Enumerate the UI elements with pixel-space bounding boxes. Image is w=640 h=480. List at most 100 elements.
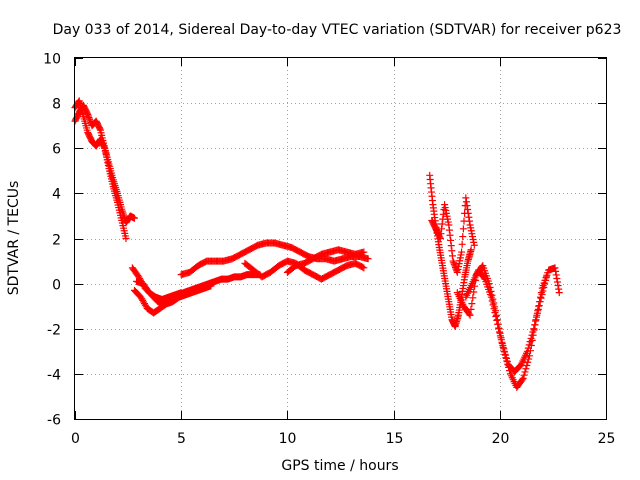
data-point: [487, 287, 495, 295]
x-tick-label: 0: [71, 431, 80, 447]
data-point: [491, 303, 499, 311]
data-point: [523, 361, 531, 369]
data-point: [526, 338, 534, 346]
data-point: [459, 233, 467, 241]
data-point: [463, 202, 471, 210]
data-point: [437, 230, 445, 238]
data-point: [485, 280, 493, 288]
data-point: [439, 210, 447, 218]
series-sat-d: [130, 282, 215, 317]
y-tick-label: 6: [52, 142, 61, 158]
data-point: [541, 280, 549, 288]
data-point: [100, 143, 108, 151]
data-point: [535, 302, 543, 310]
data-point: [524, 358, 532, 366]
y-tick-label: 2: [52, 233, 61, 249]
data-point: [84, 112, 92, 120]
x-tick-label: 25: [598, 431, 616, 447]
data-point: [503, 358, 511, 366]
y-tick-label: 4: [52, 187, 61, 203]
data-point: [495, 325, 503, 333]
data-point: [488, 291, 496, 299]
data-point: [96, 125, 104, 133]
data-point: [551, 264, 559, 272]
series-sat-k: [462, 264, 563, 391]
y-axis-ticks: -6 -4 -2 0 2 4 6 8 10: [43, 52, 606, 429]
data-point: [464, 205, 472, 213]
data-point: [525, 341, 533, 349]
data-point: [552, 267, 560, 275]
data-point: [446, 231, 454, 239]
data-point: [534, 305, 542, 313]
data-point: [450, 259, 458, 267]
data-point: [494, 320, 502, 328]
data-point: [497, 334, 505, 342]
series-sat-h: [283, 246, 368, 276]
data-point: [486, 283, 494, 291]
data-point: [438, 220, 446, 228]
data-point: [498, 338, 506, 346]
data-point: [438, 225, 446, 233]
data-point: [537, 294, 545, 302]
data-point: [501, 348, 509, 356]
series-sat-i: [426, 171, 475, 330]
x-axis-label: GPS time / hours: [281, 458, 398, 474]
data-point: [448, 252, 456, 260]
y-tick-label: 10: [43, 52, 61, 68]
data-point: [492, 311, 500, 319]
series-sat-b: [71, 97, 130, 242]
data-point: [522, 365, 530, 373]
data-point: [553, 278, 561, 286]
data-point: [447, 242, 455, 250]
series-sat-j: [428, 194, 478, 276]
data-point: [527, 334, 535, 342]
data-point: [536, 298, 544, 306]
data-point: [470, 288, 478, 296]
data-point: [530, 325, 538, 333]
data-point: [467, 305, 475, 313]
data-point: [465, 213, 473, 221]
data-point: [520, 371, 528, 379]
series-sat-l: [453, 262, 551, 376]
x-tick-label: 15: [386, 431, 404, 447]
data-point: [519, 374, 527, 382]
x-tick-label: 10: [279, 431, 297, 447]
data-point: [450, 260, 458, 268]
data-point: [533, 309, 541, 317]
data-point: [122, 235, 130, 242]
y-axis-label: SDTVAR / TECUs: [6, 181, 22, 296]
data-point: [538, 291, 546, 299]
data-point: [528, 331, 536, 339]
data-point: [468, 300, 476, 308]
data-point: [359, 263, 367, 271]
y-tick-label: -6: [47, 413, 61, 429]
data-points: [71, 97, 563, 391]
y-tick-label: 8: [52, 97, 61, 113]
data-point: [490, 299, 498, 307]
series-sat-a: [71, 101, 138, 227]
data-point: [539, 287, 547, 295]
data-point: [177, 289, 185, 297]
data-point: [542, 276, 550, 284]
data-point: [436, 233, 444, 241]
data-point: [469, 294, 477, 302]
data-point: [496, 329, 504, 337]
y-tick-label: -4: [47, 368, 61, 384]
y-tick-label: -2: [47, 323, 61, 339]
data-point: [207, 282, 215, 290]
data-point: [489, 295, 497, 303]
data-point: [130, 214, 138, 222]
data-point: [555, 285, 563, 293]
data-point: [521, 368, 529, 376]
data-point: [499, 342, 507, 350]
data-point: [453, 267, 461, 275]
data-point: [500, 345, 508, 353]
data-point: [471, 282, 479, 290]
data-point: [553, 274, 561, 282]
data-point: [360, 264, 368, 272]
data-point: [552, 271, 560, 279]
data-point: [448, 247, 456, 255]
data-point: [540, 283, 548, 291]
grid-lines: [75, 58, 606, 419]
